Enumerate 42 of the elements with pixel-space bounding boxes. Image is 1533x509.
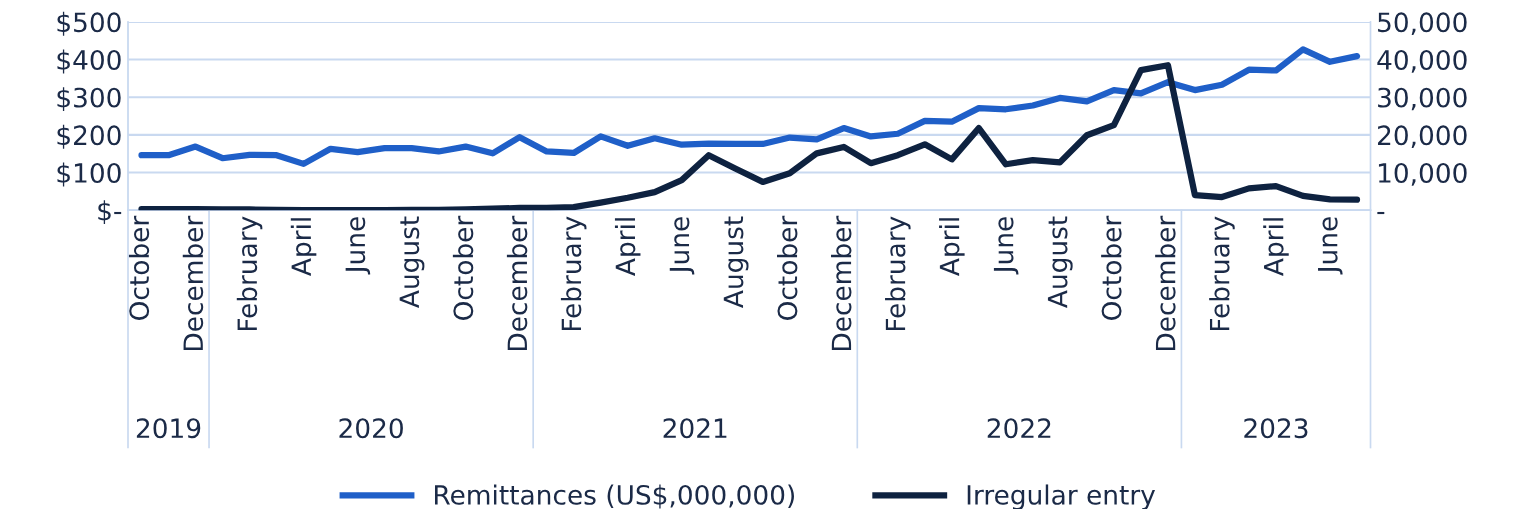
x-tick-label: February [1209,216,1235,331]
y-tick-label: $300 [57,87,121,112]
x-tick-label: October [452,215,474,320]
x-tick-label: October [128,215,150,320]
y2-tick-label: 30,000 [1378,87,1467,111]
y2-tick-label: 20,000 [1377,125,1467,148]
x-tick-label: June [993,217,1019,275]
x-tick-label: April [939,218,965,276]
x-tick-label: August [1047,216,1073,308]
x-tick-label: February [560,216,587,331]
x-tick-label: February [236,216,263,331]
x-tick-label: December [831,215,852,351]
x-tick-label: August [399,216,425,308]
text: 2019 [136,418,201,439]
text: 2020 [339,418,403,439]
y2-tick-label: - [1377,211,1385,215]
y2-tick-label: 10,000 [1378,162,1467,186]
y-tick-label: $- [98,200,122,225]
text: 2021 [663,418,727,439]
x-tick-label: December [1155,215,1176,351]
x-tick-label: February [885,216,911,331]
x-tick-label: June [669,217,695,275]
y2-tick-label: 40,000 [1377,49,1467,73]
legend-label: Remittances (US$,000,000) [435,484,794,509]
x-tick-label: December [182,215,204,351]
text: 2023 [1244,418,1308,439]
text: 2022 [987,418,1051,439]
x-tick-label: April [290,218,317,276]
y-tick-label: $400 [57,49,121,74]
y-tick-label: $200 [57,124,121,149]
x-tick-label: October [1101,215,1122,320]
x-tick-label: June [1318,217,1343,275]
x-tick-label: October [777,215,798,320]
y2-tick-label: 50,000 [1378,12,1467,35]
x-tick-label: April [614,218,641,276]
x-tick-label: June [345,217,371,275]
x-tick-label: December [506,215,528,351]
legend-label: Irregular entry [967,484,1156,509]
y-tick-label: $100 [57,162,121,187]
x-tick-label: April [1263,218,1289,276]
y-tick-label: $500 [57,11,121,36]
x-tick-label: August [723,216,749,308]
